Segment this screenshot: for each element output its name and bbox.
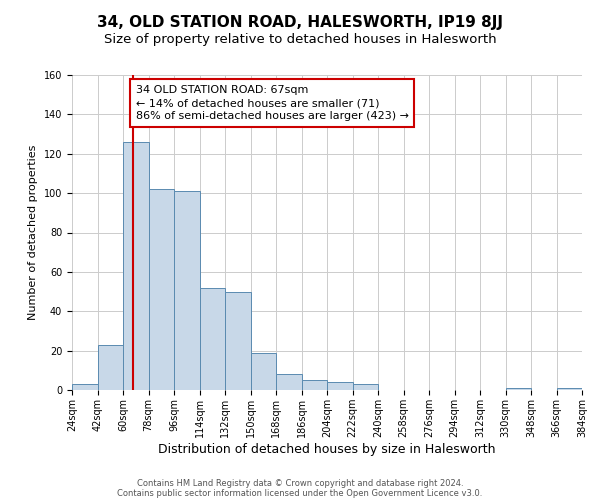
Bar (302, 380, 327, 390)
Y-axis label: Number of detached properties: Number of detached properties (28, 145, 38, 320)
Bar (174, 191, 199, 390)
Bar (505, 388, 531, 390)
Bar (97, 344, 123, 390)
Text: Contains public sector information licensed under the Open Government Licence v3: Contains public sector information licen… (118, 488, 482, 498)
Bar (276, 374, 302, 390)
Text: Contains HM Land Registry data © Crown copyright and database right 2024.: Contains HM Land Registry data © Crown c… (137, 478, 463, 488)
Bar (327, 382, 353, 390)
Bar (149, 189, 174, 390)
Bar (251, 352, 276, 390)
Bar (123, 142, 149, 390)
Bar (72, 384, 97, 390)
Bar (199, 288, 225, 390)
Text: 34, OLD STATION ROAD, HALESWORTH, IP19 8JJ: 34, OLD STATION ROAD, HALESWORTH, IP19 8… (97, 15, 503, 30)
Text: 34 OLD STATION ROAD: 67sqm
← 14% of detached houses are smaller (71)
86% of semi: 34 OLD STATION ROAD: 67sqm ← 14% of deta… (136, 85, 409, 121)
Bar (557, 388, 582, 390)
X-axis label: Distribution of detached houses by size in Halesworth: Distribution of detached houses by size … (158, 442, 496, 456)
Bar (225, 292, 251, 390)
Text: Size of property relative to detached houses in Halesworth: Size of property relative to detached ho… (104, 32, 496, 46)
Bar (353, 384, 378, 390)
